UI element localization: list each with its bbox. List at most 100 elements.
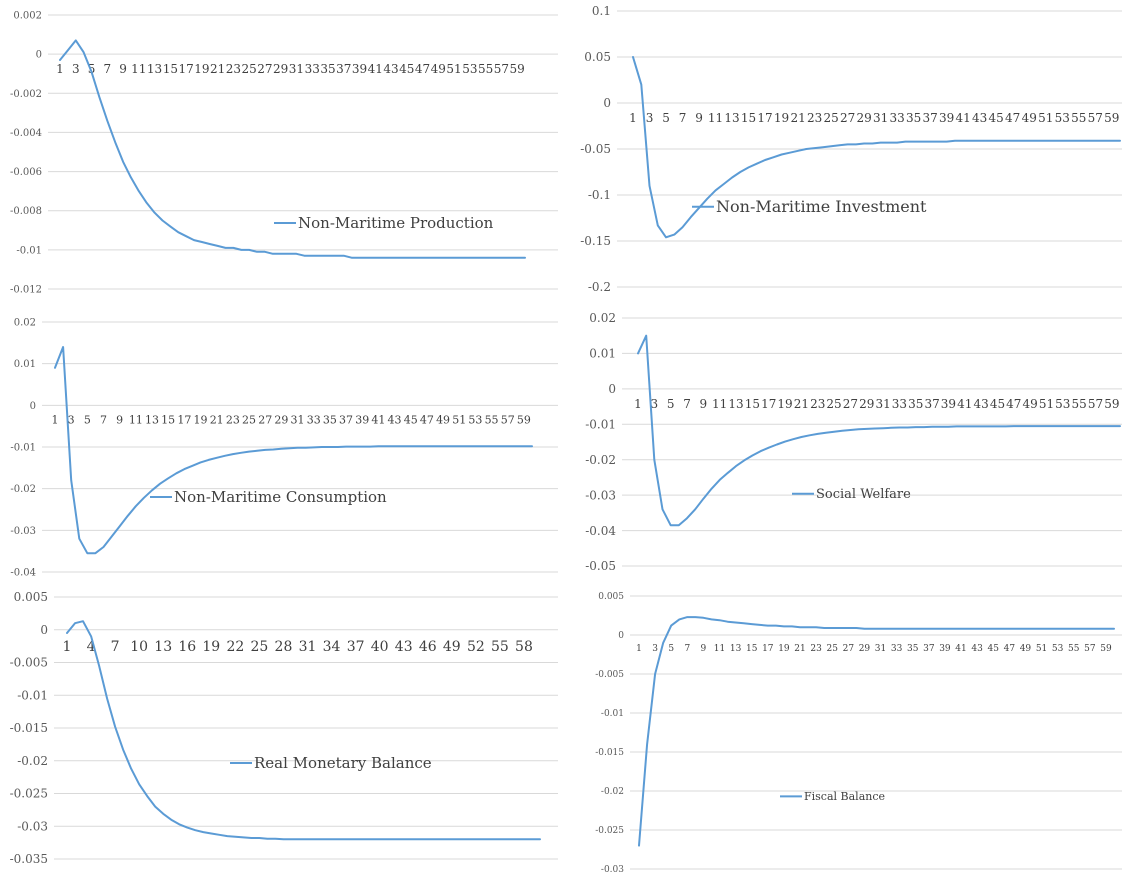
x-tick-label: 57 xyxy=(494,62,509,76)
y-tick-label: 0.005 xyxy=(14,590,48,604)
chart-svg: 0.020.010-0.01-0.02-0.03-0.041 3 5 7 9 11 13 15… xyxy=(10,318,558,579)
x-tick-label: 31 xyxy=(873,111,888,125)
y-tick-label: -0.02 xyxy=(585,453,616,467)
x-tick-label: 37 xyxy=(924,397,939,411)
x-tick-label: 1 xyxy=(63,639,72,655)
y-tick-label: -0.02 xyxy=(10,484,36,495)
x-tick-label: 51 xyxy=(1036,644,1047,654)
chart-svg: 0.005 0 -0.005 -0.01 -0.015 -0.02 -0.025 -0.03 1… xyxy=(595,592,1122,874)
y-tick-label: -0.03 xyxy=(10,526,36,537)
x-tick-label: 17 xyxy=(762,644,774,654)
x-tick-label: 52 xyxy=(467,639,485,655)
x-tick-label: 45 xyxy=(989,111,1004,125)
x-tick-label: 35 xyxy=(908,397,923,411)
x-tick-label: 25 xyxy=(826,397,841,411)
legend-label: Non-Maritime Investment xyxy=(716,197,927,216)
x-tick-label: 19 xyxy=(778,644,790,654)
x-tick-label: 11 xyxy=(712,397,727,411)
x-tick-label: 21 xyxy=(210,413,224,426)
y-tick-label: -0.05 xyxy=(585,559,616,573)
x-tick-label: 55 xyxy=(485,413,499,426)
x-tick-label: 59 xyxy=(517,413,531,426)
y-tick-label: 0 xyxy=(618,631,624,641)
x-tick-label: 53 xyxy=(1055,111,1070,125)
x-tick-label: 47 xyxy=(415,62,430,76)
x-tick-label: 1 xyxy=(56,62,64,76)
x-tick-label: 57 xyxy=(1088,111,1103,125)
y-tick-label: -0.012 xyxy=(10,285,42,296)
y-tick-label: 0.002 xyxy=(13,11,42,22)
x-tick-label: 33 xyxy=(305,62,320,76)
chart-svg: 0.020.010-0.01-0.02-0.03-0.04-0.051 3 5 7 9 1… xyxy=(585,311,1122,573)
y-tick-label: -0.01 xyxy=(585,417,616,431)
x-tick-label: 43 xyxy=(972,111,987,125)
x-tick-label: 51 xyxy=(1039,397,1054,411)
x-tick-label: 45 xyxy=(988,644,1000,654)
x-tick-label: 25 xyxy=(242,413,256,426)
x-tick-label: 7 xyxy=(100,413,107,426)
x-tick-label: 15 xyxy=(745,397,760,411)
x-tick-label: 3 xyxy=(652,644,658,654)
x-tick-label: 19 xyxy=(774,111,789,125)
x-tick-label: 9 xyxy=(116,413,123,426)
x-tick-label: 55 xyxy=(491,639,509,655)
y-tick-label: -0.1 xyxy=(588,188,611,202)
x-tick-label: 13 xyxy=(154,639,172,655)
series-line xyxy=(59,39,526,259)
chart-real-monetary-balance: 0.005 0 -0.005 -0.01 -0.015 -0.02 -0.025 -0.03 -… xyxy=(0,590,560,874)
x-tick-label: 43 xyxy=(383,62,398,76)
x-tick-label: 15 xyxy=(163,62,178,76)
x-tick-label: 43 xyxy=(971,644,983,654)
x-tick-label: 49 xyxy=(436,413,450,426)
x-tick-label: 27 xyxy=(257,62,272,76)
x-tick-label: 1 xyxy=(634,397,642,411)
x-tick-label: 1 xyxy=(52,413,59,426)
x-tick-label: 13 xyxy=(730,644,742,654)
x-tick-label: 11 xyxy=(714,644,725,654)
x-tick-label: 23 xyxy=(810,397,825,411)
x-tick-label: 5 xyxy=(84,413,91,426)
x-tick-label: 25 xyxy=(242,62,257,76)
x-tick-label: 39 xyxy=(355,413,369,426)
x-tick-label: 27 xyxy=(843,397,858,411)
y-tick-label: 0 xyxy=(30,401,36,412)
y-tick-label: -0.005 xyxy=(595,670,624,680)
x-tick-label: 35 xyxy=(907,644,919,654)
x-tick-label: 43 xyxy=(973,397,988,411)
legend-label: Real Monetary Balance xyxy=(254,754,432,772)
x-tick-label: 33 xyxy=(891,644,903,654)
x-tick-label: 41 xyxy=(371,413,385,426)
x-tick-label: 10 xyxy=(130,639,148,655)
y-tick-label: -0.04 xyxy=(10,568,36,579)
x-tick-label: 17 xyxy=(757,111,772,125)
x-tick-label: 5 xyxy=(662,111,670,125)
x-tick-label: 47 xyxy=(1004,644,1016,654)
x-tick-label: 31 xyxy=(289,62,304,76)
y-tick-label: 0.02 xyxy=(589,311,616,325)
y-tick-label: 0.1 xyxy=(592,4,611,18)
x-tick-label: 49 xyxy=(1022,111,1037,125)
x-tick-label: 41 xyxy=(368,62,383,76)
x-tick-label: 27 xyxy=(843,644,855,654)
x-tick-label: 4 xyxy=(87,639,96,655)
x-tick-label: 28 xyxy=(275,639,293,655)
x-tick-label: 13 xyxy=(724,111,739,125)
x-tick-label: 59 xyxy=(509,62,524,76)
x-tick-label: 43 xyxy=(395,639,413,655)
x-tick-label: 29 xyxy=(274,413,288,426)
x-tick-label: 19 xyxy=(202,639,220,655)
x-tick-label: 35 xyxy=(323,413,337,426)
x-tick-label: 9 xyxy=(700,397,708,411)
legend-label: Non-Maritime Production xyxy=(298,214,494,232)
x-tick-label: 33 xyxy=(892,397,907,411)
x-tick-label: 33 xyxy=(307,413,321,426)
series-line xyxy=(66,620,541,841)
x-tick-label: 27 xyxy=(840,111,855,125)
x-tick-label: 23 xyxy=(226,62,241,76)
x-tick-label: 1 xyxy=(636,644,642,654)
y-tick-label: -0.02 xyxy=(601,787,624,797)
y-tick-label: -0.04 xyxy=(585,524,616,538)
y-tick-label: 0.05 xyxy=(584,50,611,64)
x-tick-label: 7 xyxy=(103,62,111,76)
x-tick-label: 53 xyxy=(1052,644,1064,654)
